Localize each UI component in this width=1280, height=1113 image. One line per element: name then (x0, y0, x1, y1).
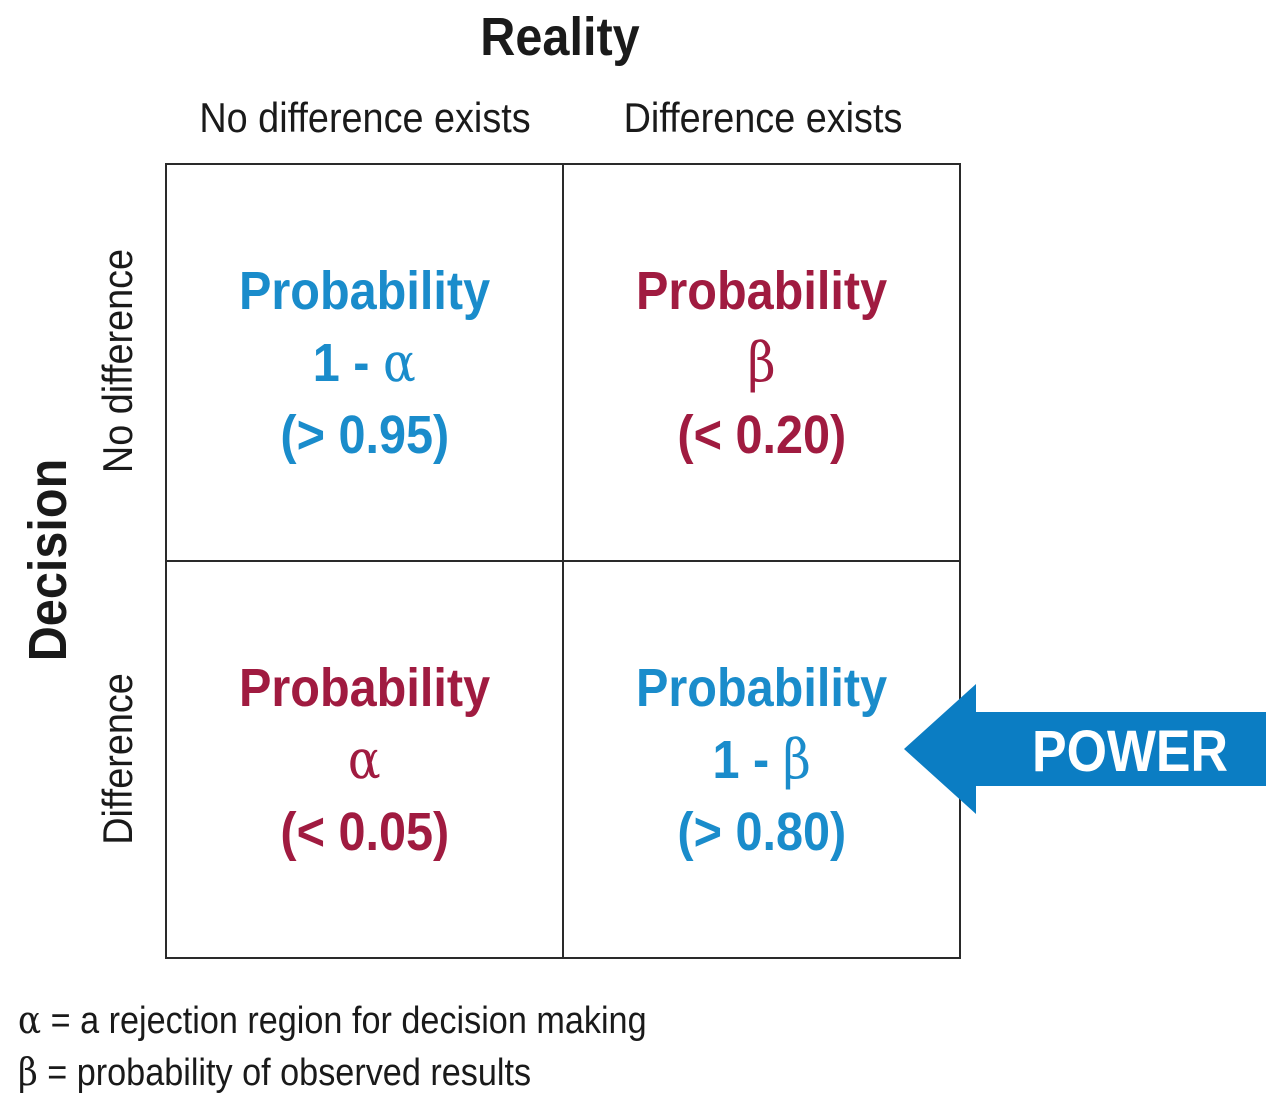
cell-symbol: α (348, 727, 381, 791)
cell-symbol: 1 - α (312, 330, 417, 394)
decision-matrix: Probability 1 - α (> 0.95) Probability β… (165, 163, 961, 959)
legend-text: = a rejection region for decision making (41, 1000, 647, 1042)
legend-text: = probability of observed results (37, 1052, 532, 1094)
power-arrow-shape (904, 684, 1266, 814)
column-header-no-difference-exists: No difference exists (199, 94, 531, 141)
legend-symbol: α (18, 998, 42, 1042)
cell-top-right: Probability β (< 0.20) (563, 165, 959, 561)
cell-label: Probability (635, 260, 888, 321)
cell-bottom-left: Probability α (< 0.05) (167, 561, 563, 957)
greek-letter: α (383, 330, 417, 394)
legend-beta: β = probability of observed results (18, 1050, 531, 1095)
left-arrow-icon: POWER (904, 684, 1266, 814)
cell-label: Probability (635, 657, 888, 718)
cell-bottom-right: Probability 1 - β (> 0.80) (563, 561, 959, 957)
row-header-no-difference: No difference (94, 248, 141, 474)
cell-value: (> 0.95) (280, 404, 449, 465)
cell-value: (< 0.05) (280, 801, 449, 862)
cell-symbol: 1 - β (712, 727, 811, 791)
greek-letter: β (782, 727, 811, 791)
row-header-difference: Difference (94, 673, 141, 845)
reality-title: Reality (480, 7, 640, 67)
column-header-difference-exists: Difference exists (623, 94, 903, 141)
cell-label: Probability (238, 260, 491, 321)
cell-value: (< 0.20) (677, 404, 846, 465)
cell-top-left: Probability 1 - α (> 0.95) (167, 165, 563, 561)
decision-title: Decision (18, 458, 78, 662)
cell-value: (> 0.80) (677, 801, 846, 862)
power-label: POWER (1032, 719, 1228, 784)
legend-alpha: α = a rejection region for decision maki… (18, 998, 647, 1043)
cell-label: Probability (238, 657, 491, 718)
legend-symbol: β (18, 1050, 38, 1094)
cell-symbol: β (747, 330, 776, 394)
